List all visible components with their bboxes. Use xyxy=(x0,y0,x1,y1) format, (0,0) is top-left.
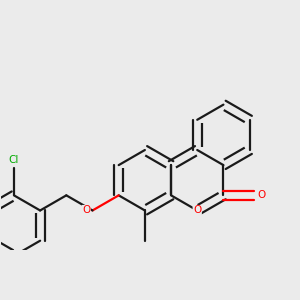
Text: O: O xyxy=(82,206,91,215)
Text: O: O xyxy=(258,190,266,200)
Text: O: O xyxy=(193,206,201,215)
Text: Cl: Cl xyxy=(9,155,19,165)
